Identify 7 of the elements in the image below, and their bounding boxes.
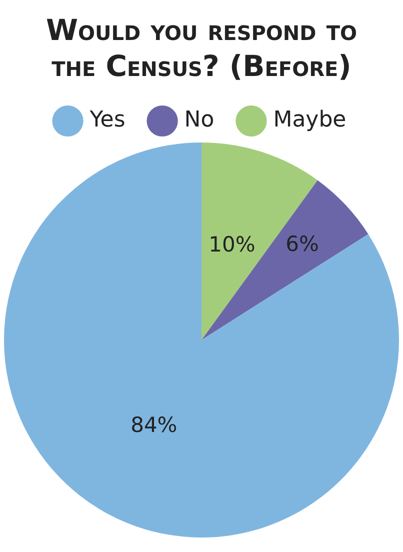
data-label: 6% xyxy=(286,232,319,256)
legend-label: No xyxy=(184,108,214,133)
legend-label: Maybe xyxy=(273,108,346,133)
data-label: 10% xyxy=(208,232,256,257)
legend-label: Yes xyxy=(88,108,126,133)
chart-title: Would you respond to the Census? (Before) xyxy=(45,12,358,84)
data-label: 84% xyxy=(130,412,178,437)
